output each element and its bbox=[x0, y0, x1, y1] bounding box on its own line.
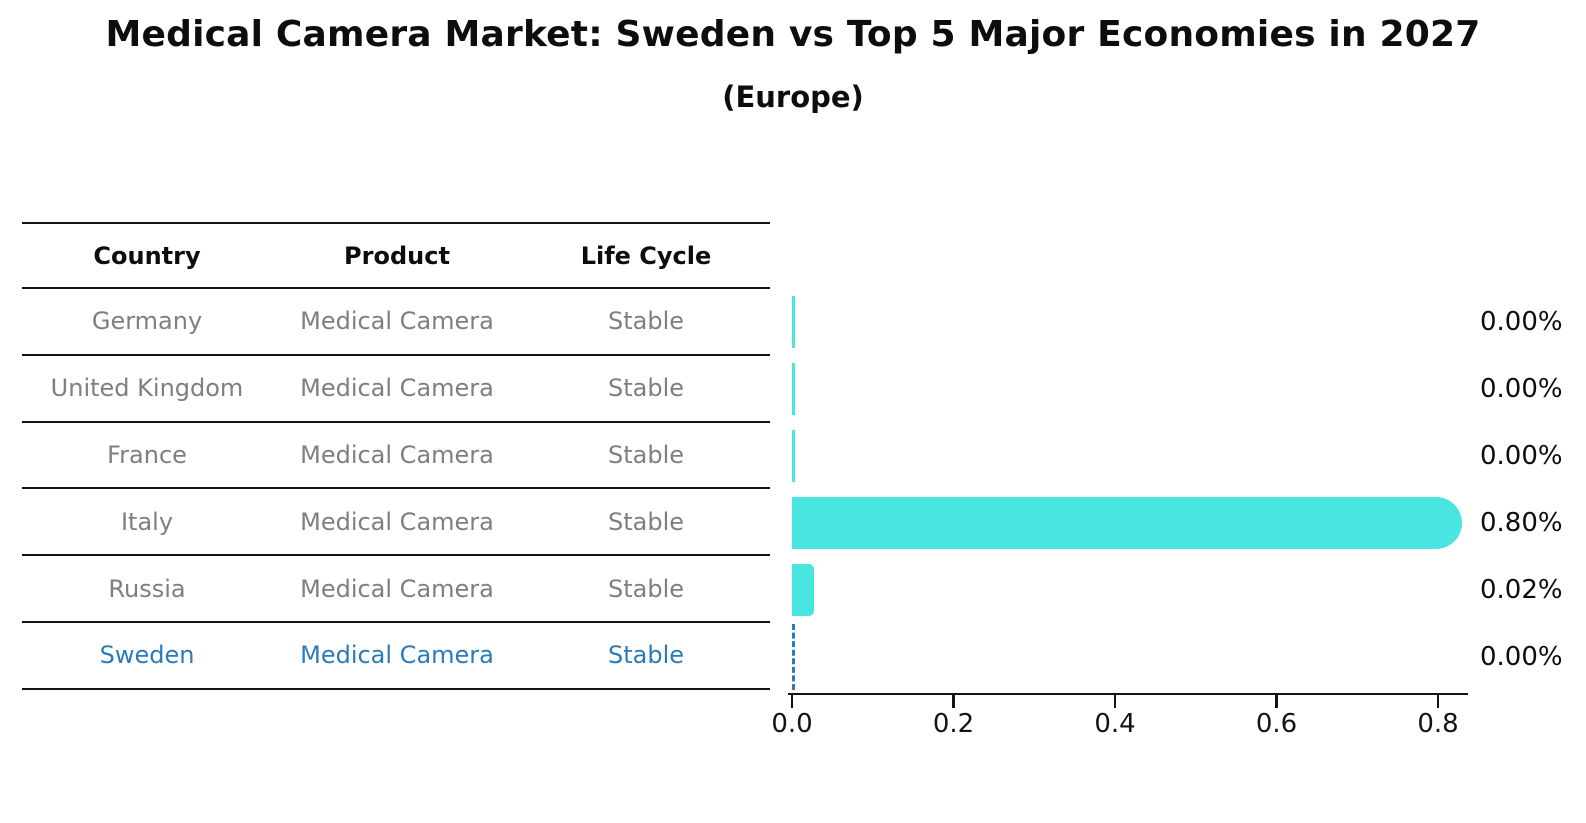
value-label-germany: 0.00% bbox=[1480, 307, 1563, 337]
table-row-russia: Russia Medical Camera Stable bbox=[22, 556, 770, 623]
cell-product: Medical Camera bbox=[300, 574, 494, 603]
value-label-france: 0.00% bbox=[1480, 441, 1563, 471]
x-tick-label: 0.6 bbox=[1255, 709, 1298, 739]
cell-product: Medical Camera bbox=[300, 641, 494, 670]
bar-russia bbox=[792, 563, 815, 616]
bar-row-sweden bbox=[788, 623, 1468, 690]
bar-row-russia bbox=[788, 556, 1468, 623]
value-label-italy: 0.80% bbox=[1480, 508, 1563, 538]
x-tick-label: 0.2 bbox=[932, 709, 975, 739]
cell-lifecycle: Stable bbox=[607, 507, 685, 536]
bar-row-italy bbox=[788, 489, 1468, 556]
value-label-united-kingdom: 0.00% bbox=[1480, 374, 1563, 404]
cell-country: Italy bbox=[120, 507, 174, 536]
cell-product: Medical Camera bbox=[300, 374, 494, 403]
cell-country: Germany bbox=[91, 307, 203, 336]
cell-lifecycle: Stable bbox=[607, 574, 685, 603]
cell-product: Medical Camera bbox=[300, 307, 494, 336]
chart-subtitle: (Europe) bbox=[722, 80, 864, 114]
x-axis-tick bbox=[952, 695, 955, 708]
cell-country: Sweden bbox=[99, 641, 195, 670]
bar-united-kingdom bbox=[792, 363, 795, 416]
cell-lifecycle: Stable bbox=[607, 374, 685, 403]
cell-lifecycle: Stable bbox=[607, 307, 685, 336]
bar-chart: 0.0 0.2 0.4 0.6 0.8 bbox=[771, 289, 1468, 739]
country-table: Country Product Life Cycle Germany Medic… bbox=[22, 222, 770, 690]
x-axis-tick bbox=[1436, 695, 1440, 708]
bar-france bbox=[792, 430, 795, 483]
table-row-sweden: Sweden Medical Camera Stable bbox=[22, 623, 770, 690]
x-axis-tick bbox=[1113, 695, 1117, 708]
bar-germany bbox=[792, 296, 795, 349]
x-tick-label: 0.4 bbox=[1094, 709, 1136, 739]
value-label-sweden: 0.00% bbox=[1480, 642, 1563, 672]
col-header-country: Country bbox=[93, 241, 201, 270]
col-header-product: Product bbox=[344, 241, 450, 270]
table-header-row: Country Product Life Cycle bbox=[22, 222, 770, 289]
x-tick-label: 0.8 bbox=[1417, 709, 1459, 739]
table-row-germany: Germany Medical Camera Stable bbox=[22, 289, 770, 356]
cell-product: Medical Camera bbox=[300, 440, 494, 469]
value-label-russia: 0.02% bbox=[1480, 575, 1563, 605]
cell-product: Medical Camera bbox=[300, 507, 494, 536]
col-header-lifecycle: Life Cycle bbox=[580, 241, 712, 270]
cell-lifecycle: Stable bbox=[607, 641, 685, 670]
bar-sweden-zero-line bbox=[792, 623, 795, 690]
bar-row-united-kingdom bbox=[788, 356, 1468, 423]
chart-title: Medical Camera Market: Sweden vs Top 5 M… bbox=[105, 14, 1481, 55]
x-axis-tick bbox=[790, 695, 794, 708]
x-axis-tick bbox=[1275, 695, 1278, 708]
table-row-france: France Medical Camera Stable bbox=[22, 423, 770, 490]
cell-country: France bbox=[107, 440, 187, 469]
bar-row-germany bbox=[788, 289, 1468, 356]
cell-country: Russia bbox=[108, 574, 186, 603]
cell-country: United Kingdom bbox=[50, 374, 244, 403]
bar-italy bbox=[792, 496, 1462, 549]
bar-row-france bbox=[788, 423, 1468, 490]
x-tick-label: 0.0 bbox=[771, 709, 813, 739]
table-row-italy: Italy Medical Camera Stable bbox=[22, 489, 770, 557]
table-row-united-kingdom: United Kingdom Medical Camera Stable bbox=[22, 356, 770, 423]
cell-lifecycle: Stable bbox=[607, 440, 685, 469]
